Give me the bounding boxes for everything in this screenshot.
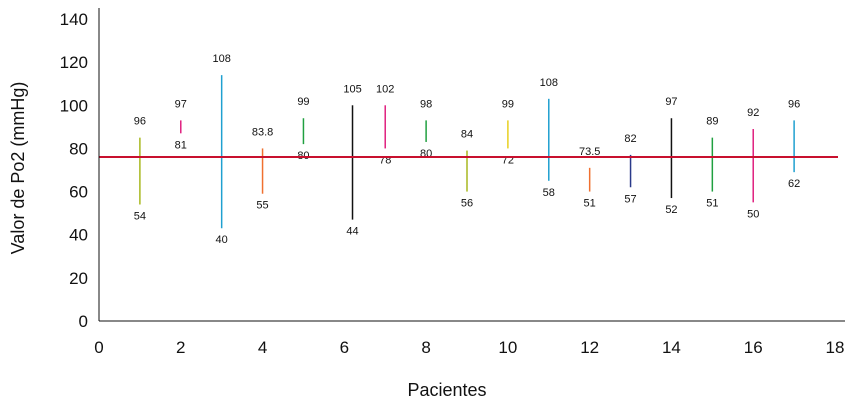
x-tick-labels: 0 2 4 6 8 10 12 14 16 18 [94, 338, 844, 357]
y-tick-label: 140 [60, 10, 88, 29]
high-value-label-10: 99 [502, 98, 514, 110]
x-tick-label: 8 [421, 338, 430, 357]
high-value-label-7: 102 [376, 83, 394, 95]
y-tick-label: 20 [69, 269, 88, 288]
low-value-label-4: 55 [256, 200, 268, 212]
x-tick-label: 0 [94, 338, 103, 357]
high-value-label-17: 96 [788, 98, 800, 110]
x-axis-title: Pacientes [407, 380, 486, 400]
low-value-label-17: 62 [788, 178, 800, 190]
low-value-label-1: 54 [134, 211, 146, 223]
high-value-label-6: 105 [343, 83, 361, 95]
high-value-label-15: 89 [706, 116, 718, 128]
low-value-label-6: 44 [346, 226, 358, 238]
y-tick-label: 80 [69, 139, 88, 158]
high-value-label-8: 98 [420, 98, 432, 110]
high-value-label-14: 97 [665, 96, 677, 108]
x-tick-label: 14 [662, 338, 681, 357]
x-tick-label: 16 [744, 338, 763, 357]
y-tick-label: 60 [69, 183, 88, 202]
x-tick-label: 2 [176, 338, 185, 357]
high-value-label-9: 84 [461, 129, 473, 141]
low-value-label-11: 58 [543, 187, 555, 199]
high-value-label-1: 96 [134, 116, 146, 128]
high-value-label-2: 97 [175, 98, 187, 110]
high-value-label-4: 83.8 [252, 126, 273, 138]
high-value-label-3: 108 [212, 53, 230, 65]
low-value-label-9: 56 [461, 198, 473, 210]
low-value-label-15: 51 [706, 198, 718, 210]
y-tick-label: 120 [60, 53, 88, 72]
low-value-label-13: 57 [624, 193, 636, 205]
x-tick-label: 10 [498, 338, 517, 357]
x-tick-label: 12 [580, 338, 599, 357]
low-value-label-14: 52 [665, 204, 677, 216]
y-tick-label: 40 [69, 226, 88, 245]
axes [98, 8, 845, 322]
high-value-label-13: 82 [624, 133, 636, 145]
low-value-label-3: 40 [216, 234, 228, 246]
low-value-label-12: 51 [584, 198, 596, 210]
low-value-label-2: 81 [175, 139, 187, 151]
x-tick-label: 18 [826, 338, 845, 357]
low-value-label-8: 80 [420, 148, 432, 160]
low-value-label-16: 50 [747, 208, 759, 220]
high-value-label-16: 92 [747, 107, 759, 119]
x-tick-label: 4 [258, 338, 267, 357]
high-value-label-11: 108 [540, 77, 558, 89]
high-value-label-5: 99 [297, 96, 309, 108]
y-tick-label: 0 [79, 312, 88, 331]
y-tick-labels: 0 20 40 60 80 100 120 140 [60, 10, 88, 331]
y-axis-title: Valor de Po2 (mmHg) [8, 82, 28, 255]
x-tick-label: 6 [340, 338, 349, 357]
y-tick-label: 100 [60, 96, 88, 115]
plot-marks: 965497811084083.855998010544102789880845… [99, 53, 838, 246]
high-value-label-12: 73.5 [579, 146, 600, 158]
